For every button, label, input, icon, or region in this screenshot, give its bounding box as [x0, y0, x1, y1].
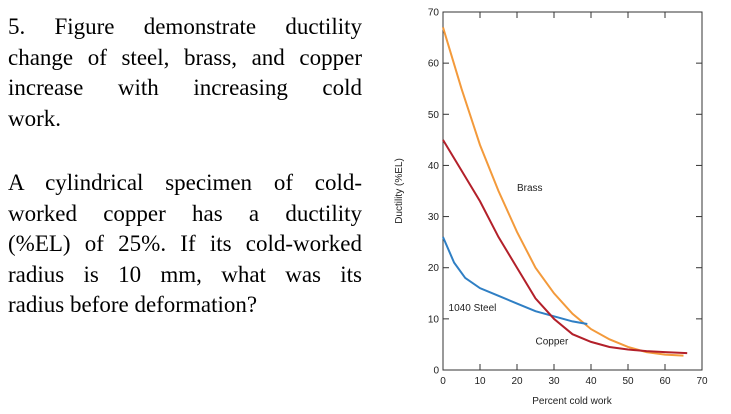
x-tick-label: 50: [622, 376, 634, 387]
y-axis-label: Ductility (%EL): [394, 158, 405, 224]
x-tick-label: 60: [659, 376, 671, 387]
x-tick-label: 20: [511, 376, 523, 387]
curve-label: 1040 Steel: [449, 303, 497, 314]
y-tick-label: 50: [428, 110, 440, 121]
question-paragraph: 5. Figure demonstrate ductility change of…: [8, 12, 362, 134]
text-line: A cylindrical specimen of cold-: [8, 170, 362, 195]
y-tick-label: 40: [428, 161, 440, 172]
y-tick-label: 20: [428, 263, 440, 274]
text-line: increase with increasing cold: [8, 75, 362, 100]
x-tick-label: 30: [548, 376, 560, 387]
curve: [442, 139, 688, 355]
text-line: worked copper has a ductility: [8, 200, 362, 226]
plot-frame: [442, 11, 703, 371]
text-line: (%EL) of 25%. If its cold-worked: [8, 231, 362, 256]
x-tick-label: 40: [585, 376, 597, 387]
text-line: 5. Figure demonstrate ductility: [8, 14, 362, 39]
curve-label: Brass: [517, 183, 543, 194]
curve-label: Copper: [536, 336, 569, 347]
y-tick-label: 30: [428, 212, 440, 223]
y-tick-label: 70: [428, 8, 440, 19]
text-line: radius before deformation?: [8, 292, 258, 317]
text-line: radius is 10 mm, what was its: [8, 261, 362, 287]
y-tick-label: 10: [428, 314, 440, 325]
question-paragraph: A cylindrical specimen of cold-worked co…: [8, 168, 362, 321]
x-tick-label: 10: [474, 376, 486, 387]
text-line: change of steel, brass, and copper: [8, 44, 362, 70]
y-tick-label: 60: [428, 59, 440, 70]
x-tick-label: 0: [440, 376, 446, 387]
x-axis-label: Percent cold work: [532, 396, 612, 407]
text-line: work.: [8, 105, 62, 131]
x-tick-label: 70: [696, 376, 708, 387]
curve: [442, 236, 588, 325]
y-tick-label: 0: [433, 366, 439, 377]
